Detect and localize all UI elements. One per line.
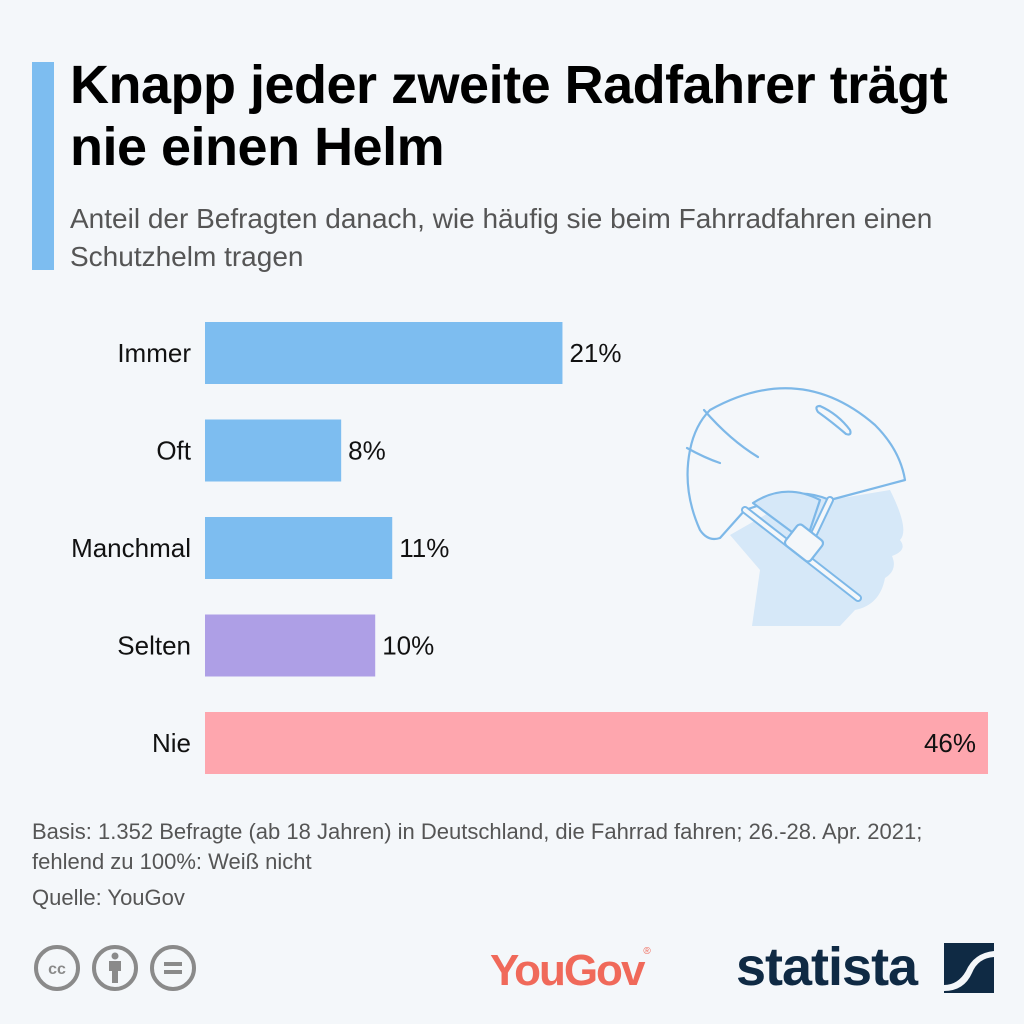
value-label: 21% <box>569 338 621 368</box>
value-label: 8% <box>348 436 386 466</box>
statista-logo: statista <box>736 937 918 997</box>
bar-selten <box>205 614 376 677</box>
attribution-icon[interactable] <box>90 943 140 993</box>
license-icons: cc <box>32 943 198 993</box>
value-label: 10% <box>382 631 434 661</box>
category-label: Oft <box>156 436 191 466</box>
category-label: Nie <box>152 728 191 758</box>
basis-note: Basis: 1.352 Befragte (ab 18 Jahren) in … <box>32 819 923 874</box>
svg-text:cc: cc <box>48 961 66 978</box>
bar-nie <box>205 712 988 774</box>
bar-chart: Immer 21% Oft 8% Manchmal 11% Selten 10% Nie 46% <box>71 322 988 774</box>
value-label: 11% <box>399 533 449 563</box>
buckle <box>783 523 825 563</box>
source-note: Quelle: YouGov <box>32 885 185 910</box>
chart-notes: Basis: 1.352 Befragte (ab 18 Jahren) in … <box>32 817 992 913</box>
bike-helmet-head-icon <box>685 387 907 626</box>
category-label: Selten <box>117 631 191 661</box>
chart-subtitle: Anteil der Befragten danach, wie häufig … <box>70 203 933 272</box>
cc-icon[interactable]: cc <box>32 943 82 993</box>
head-silhouette <box>730 490 904 626</box>
category-label: Immer <box>117 338 191 368</box>
value-label: 46% <box>924 728 976 758</box>
bar-manchmal <box>205 517 393 579</box>
bar-oft <box>205 419 342 482</box>
title-accent-bar <box>32 62 54 270</box>
statista-mark-icon <box>944 943 994 993</box>
yougov-logo: YouGov® <box>490 946 651 995</box>
chart-title: Knapp jeder zweite Radfahrer trägt nie e… <box>70 55 948 177</box>
category-label: Manchmal <box>71 533 191 563</box>
no-derivatives-icon[interactable] <box>148 943 198 993</box>
bar-immer <box>205 322 563 384</box>
